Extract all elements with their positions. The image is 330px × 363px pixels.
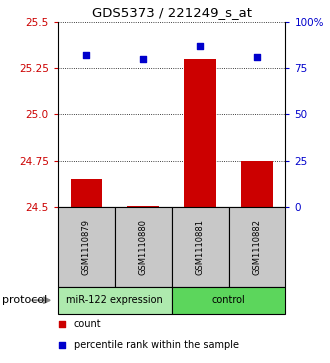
Text: GSM1110880: GSM1110880 [139, 219, 148, 275]
Bar [58, 287, 172, 314]
Text: protocol: protocol [2, 295, 47, 305]
Point [83, 52, 89, 58]
Text: miR-122 expression: miR-122 expression [66, 295, 163, 305]
Title: GDS5373 / 221249_s_at: GDS5373 / 221249_s_at [92, 6, 251, 19]
Bar [184, 59, 216, 207]
Text: control: control [212, 295, 246, 305]
Bar [228, 207, 285, 287]
Point [141, 56, 146, 62]
Bar [172, 287, 285, 314]
Text: GSM1110882: GSM1110882 [252, 219, 261, 275]
Bar [115, 207, 172, 287]
Bar [127, 206, 159, 207]
Bar [58, 207, 115, 287]
Text: percentile rank within the sample: percentile rank within the sample [74, 340, 239, 350]
Bar [172, 207, 228, 287]
Bar [71, 179, 102, 207]
Text: count: count [74, 319, 101, 330]
Text: GSM1110879: GSM1110879 [82, 219, 91, 275]
Point [60, 322, 65, 327]
Point [254, 54, 260, 60]
Bar [241, 160, 273, 207]
Text: GSM1110881: GSM1110881 [196, 219, 205, 275]
Point [197, 43, 203, 49]
Point [60, 342, 65, 348]
